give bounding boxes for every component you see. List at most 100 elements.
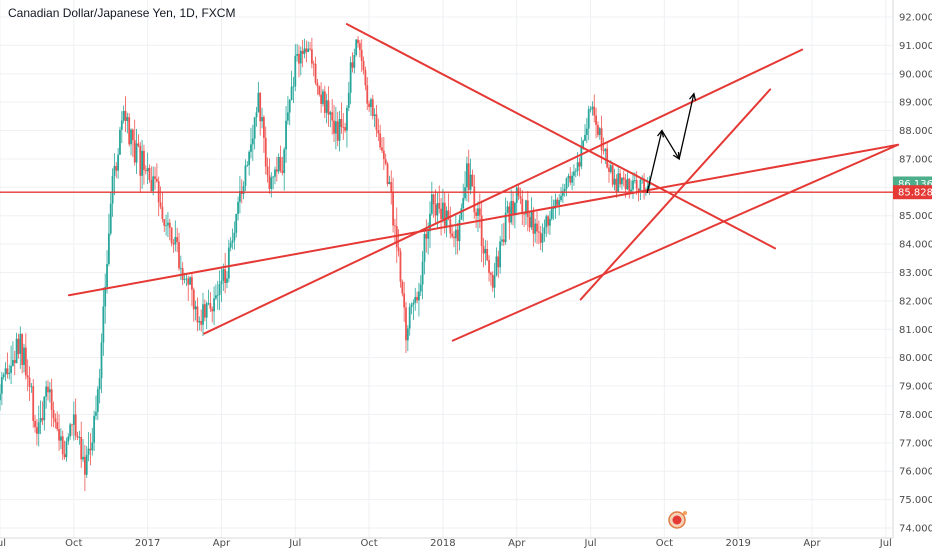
candle-body [131,129,134,141]
candle-body [226,278,228,283]
candle-body [48,389,51,393]
candle-body [550,208,553,219]
candle-body [191,277,193,290]
candle-body [10,365,12,373]
candle-body [220,280,223,285]
candle-body [630,189,633,192]
candle-body [482,245,485,254]
candle-body [179,268,182,270]
candle-body [216,294,219,296]
candle-body [309,48,311,50]
candle-body [497,256,500,268]
y-tick-label: 77.000 [899,438,932,449]
candle-body [117,154,120,171]
candle-body [545,216,548,228]
candle-body [587,109,590,129]
trend-line[interactable] [345,23,777,250]
candle-body [353,54,356,68]
candle-body [499,241,502,268]
candle-body [333,120,335,134]
candle-body [582,140,585,147]
candle-body [443,202,446,226]
candle-body [552,208,555,210]
candle-body [639,179,642,193]
candle-body [12,360,14,366]
candle-body [593,106,596,116]
trend-line[interactable] [203,48,804,335]
candle-body [205,303,208,318]
candle-body [67,436,70,442]
candle-body [416,296,418,301]
candle-body [272,176,275,178]
candle-body [155,178,158,182]
trend-line[interactable] [67,143,900,297]
projection-arrow-segment [646,130,663,194]
candle-body [76,435,79,438]
candle-body [50,389,53,410]
candle-body [606,148,609,168]
candle-body [344,127,346,131]
candle-body [17,338,20,354]
candle-body [146,167,149,172]
candle-body [128,117,131,145]
candle-body [56,422,59,430]
candle-body [172,243,175,245]
candle-body [178,242,180,269]
candle-body [277,156,280,172]
candle-body [154,176,156,179]
candle-body [454,229,457,239]
tradingview-flag-logo-icon [668,511,687,529]
y-tick-label: 92.000 [899,13,932,24]
candle-body [534,223,537,234]
candle-body [39,418,42,423]
candle-body [549,218,551,226]
candle-body [513,202,516,215]
candle-body [530,210,533,228]
candle-body [539,232,542,243]
candle-body [360,49,363,61]
candle-body [102,306,105,343]
x-tick-label: Oct [656,538,673,549]
candle-body [510,200,513,223]
candle-body [364,70,367,86]
x-tick-label: Jul [288,538,301,549]
candle-body [299,50,302,64]
candle-body [83,456,86,475]
candle-body [174,237,177,245]
candle-body [279,156,282,171]
candle-body [36,427,38,434]
candle-body [569,175,572,183]
candle-body [183,279,186,280]
candle-body [556,199,559,205]
price-badge-bg [893,185,932,200]
candle-body [619,173,621,185]
candle-body [285,120,287,150]
candle-body [312,63,315,65]
trend-line[interactable] [451,143,900,342]
candle-body [453,236,455,239]
candle-body [227,247,230,279]
candle-body [484,249,487,254]
candle-body [152,176,155,192]
candle-body [338,119,341,141]
candle-body [233,232,236,241]
candle-body [263,117,265,138]
candle-body [628,178,631,192]
candle-body [489,272,492,275]
candle-body [399,251,402,282]
trend-line[interactable] [579,88,772,301]
candle-body [584,134,586,141]
candle-body [410,304,413,308]
candle-body [427,231,430,239]
candle-body [478,208,481,216]
y-tick-label: 91.000 [899,41,932,52]
candle-body [61,436,64,455]
candle-body [460,208,463,220]
candle-body [565,178,568,189]
y-tick-label: 84.000 [899,240,932,251]
candle-body [526,200,529,217]
candle-body [547,216,549,226]
candle-body [571,175,573,183]
